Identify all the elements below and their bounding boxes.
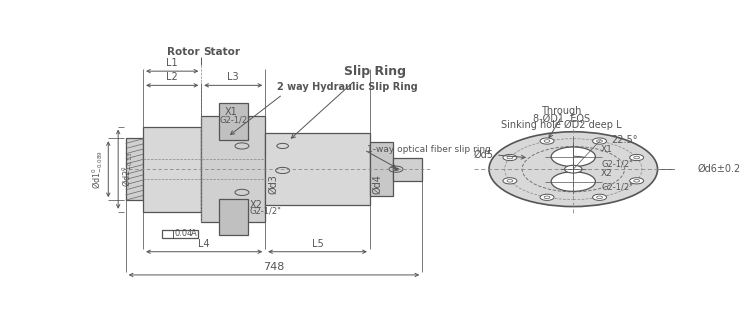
Circle shape [630, 154, 644, 160]
Text: X1: X1 [224, 107, 237, 117]
Circle shape [503, 178, 517, 184]
Circle shape [630, 178, 644, 184]
Text: L1: L1 [166, 58, 178, 68]
Circle shape [489, 132, 658, 207]
Bar [219, 104, 248, 139]
Bar [162, 230, 198, 238]
Bar [143, 127, 201, 212]
Circle shape [592, 138, 607, 144]
Text: Ød5: Ød5 [473, 150, 493, 160]
Text: Slip Ring: Slip Ring [344, 65, 406, 78]
Circle shape [565, 165, 582, 173]
Text: 2 way Hydraulic Slip Ring: 2 way Hydraulic Slip Ring [277, 82, 418, 92]
Text: G2-1/2": G2-1/2" [250, 207, 281, 216]
Text: Ød2$^{0}_{-0.13}$: Ød2$^{0}_{-0.13}$ [120, 151, 135, 187]
Text: Ød4: Ød4 [373, 174, 382, 194]
Circle shape [540, 138, 554, 144]
Text: 8-ØD1  EQS: 8-ØD1 EQS [533, 114, 590, 124]
Text: Stator: Stator [203, 47, 240, 57]
Text: 0.04: 0.04 [175, 229, 193, 238]
Circle shape [551, 172, 596, 191]
Text: L5: L5 [312, 239, 323, 249]
Bar [126, 138, 143, 200]
Text: 1-way optical fiber slip ring: 1-way optical fiber slip ring [367, 145, 490, 154]
Bar [393, 157, 422, 181]
Text: X2: X2 [250, 200, 262, 210]
Text: G2-1/2": G2-1/2" [602, 159, 633, 169]
Text: L3: L3 [227, 72, 239, 82]
Bar [219, 199, 248, 235]
Text: L2: L2 [166, 72, 178, 82]
Circle shape [540, 194, 554, 200]
Circle shape [592, 194, 607, 200]
Text: A: A [190, 229, 196, 238]
Text: Sinking hole ØD2 deep L: Sinking hole ØD2 deep L [501, 120, 622, 130]
Bar [370, 142, 393, 196]
Text: G2-1/2": G2-1/2" [602, 183, 633, 192]
Circle shape [503, 154, 517, 160]
Bar [266, 133, 370, 205]
Text: L4: L4 [198, 239, 210, 249]
Text: 22.5°: 22.5° [611, 135, 638, 145]
Text: Through: Through [542, 106, 582, 116]
Circle shape [551, 147, 596, 166]
Text: X2: X2 [602, 169, 613, 178]
Text: Ød3: Ød3 [268, 174, 278, 194]
Circle shape [393, 168, 399, 171]
Text: G2-1/2": G2-1/2" [220, 115, 252, 124]
Text: 748: 748 [263, 262, 285, 272]
Text: Rotor: Rotor [167, 47, 200, 57]
Text: Ød1$^{0}_{-0.089}$: Ød1$^{0}_{-0.089}$ [91, 150, 105, 189]
Text: X1: X1 [602, 145, 613, 154]
Text: Ød6±0.2: Ød6±0.2 [697, 164, 740, 174]
Bar [201, 116, 266, 222]
